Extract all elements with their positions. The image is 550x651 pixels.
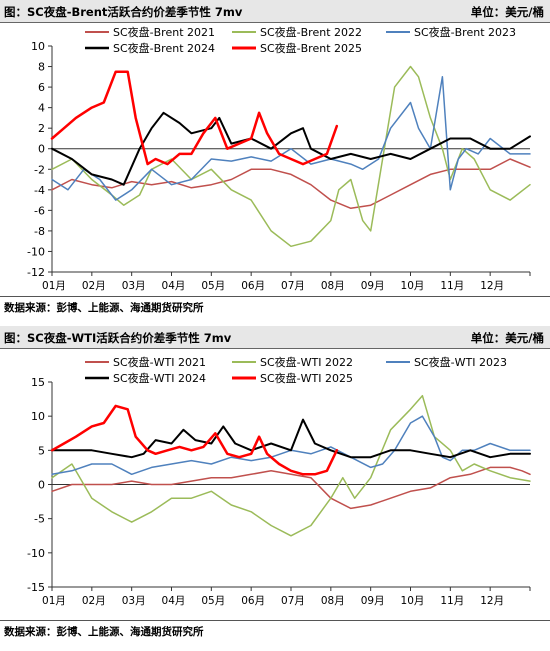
legend-label: SC夜盘-Brent 2022 <box>260 25 362 39</box>
x-tick-label: 01月 <box>42 280 66 292</box>
y-tick-label: 8 <box>38 61 45 74</box>
x-tick-label: 04月 <box>162 595 186 607</box>
x-tick-label: 05月 <box>201 280 225 292</box>
y-tick-label: 10 <box>31 410 45 423</box>
unit-label: 单位：美元/桶 <box>470 5 544 19</box>
data-source: 数据来源：彭博、上能源、海通期货研究所 <box>4 302 204 314</box>
y-tick-label: -4 <box>34 184 45 197</box>
chart-header: 图：SC夜盘-Brent活跃合约价差季节性 7mv 单位：美元/桶 <box>0 0 550 23</box>
x-tick-label: 12月 <box>480 280 504 292</box>
divider <box>0 620 550 621</box>
unit-label: 单位：美元/桶 <box>470 331 544 345</box>
y-tick-label: -10 <box>27 547 45 560</box>
y-tick-label: 0 <box>38 143 45 156</box>
legend-label: SC夜盘-Brent 2021 <box>113 25 215 39</box>
chart-title: 图：SC夜盘-WTI活跃合约价差季节性 7mv <box>4 331 232 345</box>
series-line-3 <box>51 111 531 186</box>
y-tick-label: -2 <box>34 163 45 176</box>
x-tick-label: 03月 <box>122 595 146 607</box>
x-tick-label: 10月 <box>401 595 425 607</box>
x-tick-label: 09月 <box>361 595 385 607</box>
legend-label: SC夜盘-WTI 2024 <box>113 371 206 385</box>
series-line-0 <box>51 158 531 210</box>
x-tick-label: 08月 <box>321 280 345 292</box>
chart-header: 图：SC夜盘-WTI活跃合约价差季节性 7mv 单位：美元/桶 <box>0 326 550 349</box>
y-tick-label: 2 <box>38 122 45 135</box>
x-tick-label: 01月 <box>42 595 66 607</box>
x-tick-label: 07月 <box>281 280 305 292</box>
legend-label: SC夜盘-WTI 2021 <box>113 355 206 369</box>
y-tick-label: 5 <box>38 444 45 457</box>
legend-label: SC夜盘-WTI 2022 <box>260 355 353 369</box>
legend-label: SC夜盘-Brent 2024 <box>113 41 215 55</box>
chart-title: 图：SC夜盘-Brent活跃合约价差季节性 7mv <box>4 5 243 19</box>
series-line-3 <box>51 418 531 459</box>
series-line-4 <box>50 404 339 476</box>
series-line-2 <box>51 415 531 476</box>
x-tick-label: 09月 <box>361 280 385 292</box>
x-tick-label: 12月 <box>480 595 504 607</box>
x-tick-label: 10月 <box>401 280 425 292</box>
series-line-4 <box>50 70 339 166</box>
legend-label: SC夜盘-WTI 2023 <box>414 355 507 369</box>
x-tick-label: 03月 <box>122 280 146 292</box>
data-source: 数据来源：彭博、上能源、海通期货研究所 <box>4 626 204 638</box>
x-tick-label: 04月 <box>162 280 186 292</box>
y-tick-label: -12 <box>27 266 45 279</box>
x-tick-label: 02月 <box>82 280 106 292</box>
y-tick-label: -8 <box>34 225 45 238</box>
y-tick-label: -15 <box>27 581 45 594</box>
y-tick-label: -5 <box>34 513 45 526</box>
series-line-0 <box>51 466 531 510</box>
y-tick-label: 0 <box>38 479 45 492</box>
y-tick-label: 4 <box>38 102 45 115</box>
x-tick-label: 02月 <box>82 595 106 607</box>
series-line-1 <box>51 394 531 537</box>
y-tick-label: 6 <box>38 81 45 94</box>
x-tick-label: 11月 <box>440 595 464 607</box>
legend-label: SC夜盘-WTI 2025 <box>260 371 353 385</box>
y-tick-label: -10 <box>27 245 45 258</box>
legend-label: SC夜盘-Brent 2025 <box>260 41 362 55</box>
legend-label: SC夜盘-Brent 2023 <box>414 25 516 39</box>
x-tick-label: 06月 <box>241 595 265 607</box>
x-tick-label: 05月 <box>201 595 225 607</box>
y-tick-label: 10 <box>31 40 45 53</box>
series-line-1 <box>51 65 531 248</box>
x-tick-label: 08月 <box>321 595 345 607</box>
x-tick-label: 06月 <box>241 280 265 292</box>
y-tick-label: -6 <box>34 204 45 217</box>
divider <box>0 296 550 297</box>
x-tick-label: 07月 <box>281 595 305 607</box>
y-tick-label: 15 <box>31 376 45 389</box>
x-tick-label: 11月 <box>440 280 464 292</box>
